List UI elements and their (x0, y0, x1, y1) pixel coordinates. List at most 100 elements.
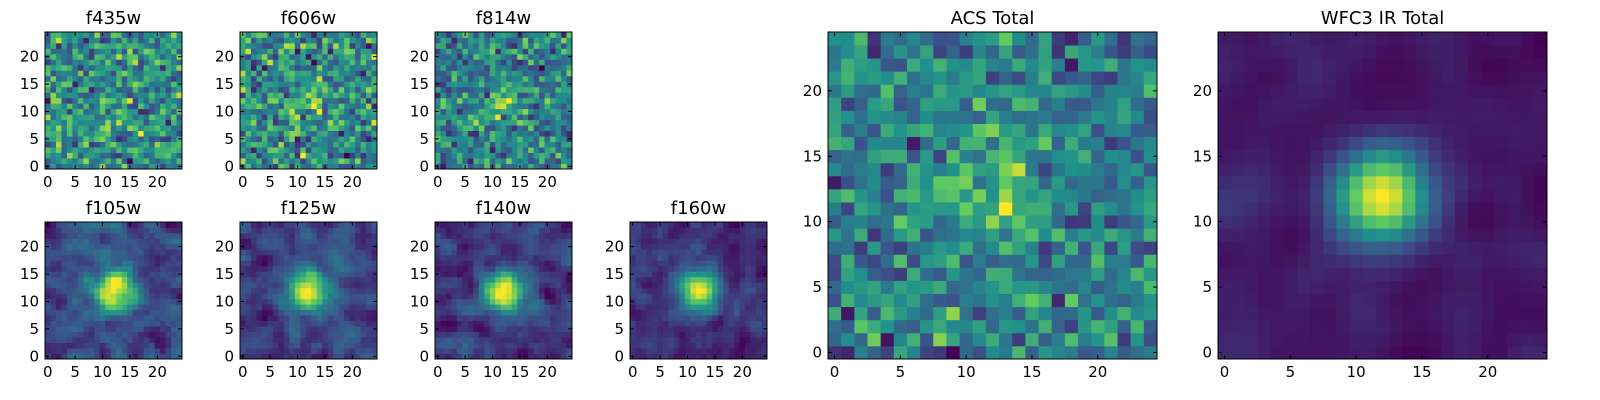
heatmap-cell (305, 125, 312, 132)
heatmap-cell (360, 86, 367, 93)
heatmap-cell (478, 81, 485, 88)
heatmap-cell (467, 298, 474, 305)
heatmap-cell (1117, 293, 1132, 308)
heatmap-cell (467, 92, 474, 99)
heatmap-cell (920, 332, 934, 347)
heatmap-cell (61, 337, 68, 343)
heatmap-cell (160, 103, 166, 110)
heatmap-cell (105, 293, 112, 300)
heatmap-cell (311, 86, 318, 93)
heatmap-cell (473, 158, 480, 164)
heatmap-cell (366, 232, 372, 239)
heatmap-cell (143, 81, 150, 88)
heatmap-cell (154, 103, 161, 110)
heatmap-cell (662, 342, 669, 349)
heatmap-cell (489, 348, 496, 354)
heatmap-cell (311, 53, 318, 60)
heatmap-cell (278, 320, 285, 327)
heatmap-cell (561, 136, 567, 142)
heatmap-cell (533, 298, 540, 305)
heatmap-cell (116, 337, 123, 343)
heatmap-cell (528, 103, 535, 110)
heatmap-cell (278, 32, 285, 38)
heatmap-cell (456, 125, 463, 132)
heatmap-cell (880, 228, 895, 242)
heatmap-cell (467, 163, 474, 170)
heatmap-cell (94, 59, 101, 66)
heatmap-cell (506, 353, 513, 360)
heatmap-cell (701, 282, 708, 289)
heatmap-cell (240, 158, 246, 164)
heatmap-cell (55, 147, 62, 153)
heatmap-cell (138, 254, 145, 261)
heatmap-cell (517, 130, 524, 137)
heatmap-cell (256, 293, 263, 300)
heatmap-cell (533, 97, 540, 104)
heatmap-cell (55, 125, 62, 132)
heatmap-cell (657, 326, 664, 332)
heatmap-cell (278, 86, 285, 93)
heatmap-cell (484, 81, 491, 88)
heatmap-cell (500, 152, 507, 159)
heatmap-cell (149, 222, 155, 228)
heatmap-cell (94, 163, 101, 170)
heatmap-cell (322, 320, 329, 327)
heatmap-cell (245, 37, 252, 44)
heatmap-cell (701, 287, 708, 294)
heatmap-cell (566, 97, 573, 104)
heatmap-cell (728, 298, 735, 305)
heatmap-cell (489, 326, 496, 332)
heatmap-cell (462, 309, 469, 316)
heatmap-cell (121, 136, 128, 142)
heatmap-cell (435, 48, 441, 55)
heatmap-cell (55, 70, 62, 77)
heatmap-cell (283, 331, 290, 338)
heatmap-cell (138, 59, 145, 66)
heatmap-cell (99, 64, 106, 71)
heatmap-cell (88, 287, 95, 294)
heatmap-cell (250, 265, 257, 272)
heatmap-cell (544, 238, 551, 245)
heatmap-cell (338, 331, 345, 338)
heatmap-cell (651, 238, 658, 245)
heatmap-cell (143, 238, 150, 245)
heatmap-cell (344, 282, 350, 289)
heatmap-cell (734, 348, 740, 354)
heatmap-cell (445, 114, 452, 121)
heatmap-cell (1078, 345, 1092, 360)
heatmap-cell (555, 108, 562, 115)
heatmap-cell (250, 53, 257, 60)
heatmap-cell (278, 309, 285, 316)
heatmap-cell (105, 125, 112, 132)
heatmap-cell (176, 70, 183, 77)
heatmap-cell (88, 119, 95, 126)
heatmap-cell (149, 32, 155, 38)
heatmap-cell (495, 331, 502, 338)
heatmap-cell (544, 282, 551, 289)
heatmap-cell (435, 119, 441, 126)
heatmap-cell (250, 320, 257, 327)
heatmap-cell (1143, 228, 1158, 242)
heatmap-cell (690, 353, 697, 360)
heatmap-cell (495, 265, 502, 272)
heatmap-cell (77, 342, 84, 349)
heatmap-cell (267, 293, 274, 300)
heatmap-cell (99, 103, 106, 110)
heatmap-cell (371, 331, 378, 338)
heatmap-cell (451, 348, 458, 354)
heatmap-cell (256, 114, 263, 121)
heatmap-cell (880, 202, 895, 216)
heatmap-cell (500, 238, 507, 245)
heatmap-cell (366, 282, 372, 289)
heatmap-cell (272, 114, 279, 121)
heatmap-cell (544, 97, 551, 104)
heatmap-cell (261, 42, 268, 49)
heatmap-cell (99, 260, 106, 267)
heatmap-cell (316, 97, 323, 104)
heatmap-cell (717, 348, 724, 354)
heatmap-cell (283, 254, 290, 261)
heatmap-cell (745, 337, 751, 343)
heatmap-cell (278, 42, 285, 49)
heatmap-cell (933, 241, 947, 255)
heatmap-cell (355, 337, 361, 343)
